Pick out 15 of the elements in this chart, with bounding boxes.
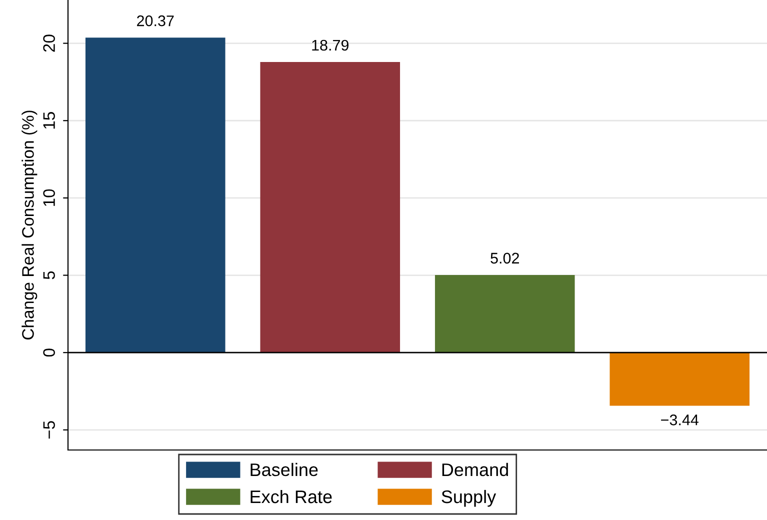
y-axis-title: Change Real Consumption (%) <box>22 110 38 340</box>
data-label: 20.37 <box>137 15 174 26</box>
y-tick-label: 20 <box>43 34 55 52</box>
data-label: −3.44 <box>661 414 699 426</box>
y-tick-label: 0 <box>43 348 55 357</box>
legend-label: Supply <box>442 490 496 507</box>
legend-label: Baseline <box>250 462 318 476</box>
y-tick-label: 10 <box>43 189 55 206</box>
y-tick-label: 15 <box>43 112 55 129</box>
data-label: 5.02 <box>490 252 519 264</box>
data-label: 18.79 <box>312 40 349 51</box>
y-tick-label: 5 <box>43 271 55 280</box>
legend-label: Exch Rate <box>250 490 332 504</box>
y-tick-label: −5 <box>43 421 55 439</box>
legend-label: Demand <box>442 462 508 476</box>
